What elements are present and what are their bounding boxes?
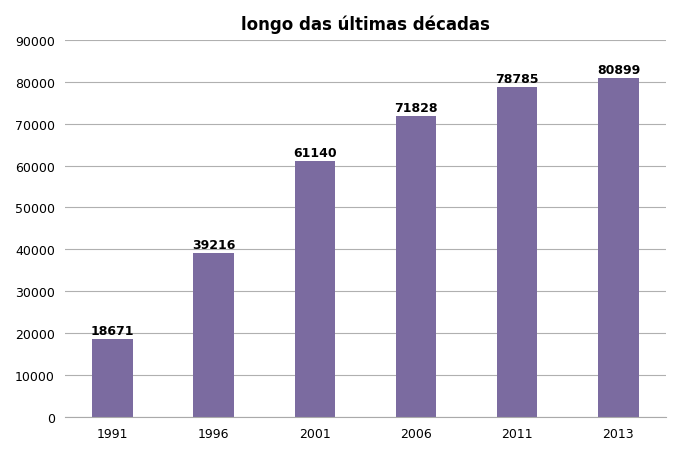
Bar (598, 79, 639, 417)
Text: 18671: 18671 (91, 324, 134, 338)
Text: 78785: 78785 (496, 73, 539, 86)
Text: 39216: 39216 (192, 238, 235, 252)
Title: longo das últimas décadas: longo das últimas décadas (241, 15, 490, 33)
Bar (294, 162, 335, 417)
Text: 61140: 61140 (293, 147, 336, 160)
Bar (193, 253, 234, 417)
Text: 71828: 71828 (394, 102, 438, 115)
Bar (497, 87, 537, 417)
Bar (92, 339, 133, 417)
Text: 80899: 80899 (597, 64, 640, 77)
Bar (396, 116, 437, 417)
